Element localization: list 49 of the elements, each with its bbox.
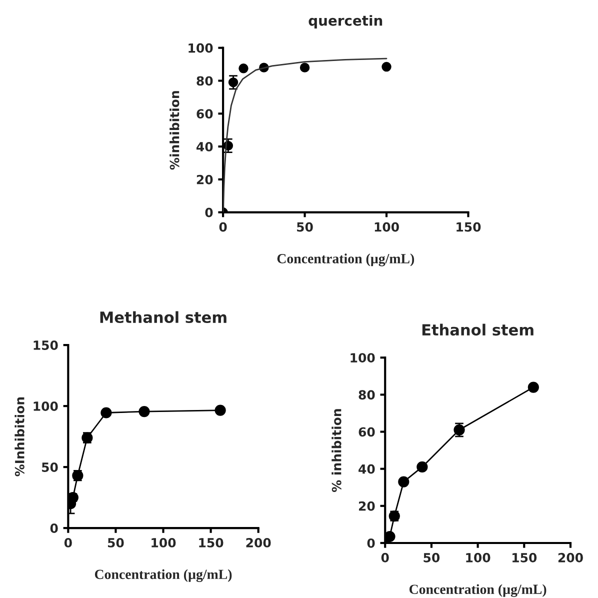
x-tick-label: 100 [152, 538, 176, 548]
y-axis-title: %Inhibition [14, 397, 24, 476]
y-tick-label: 150 [34, 340, 58, 350]
x-tick-label: 50 [297, 222, 313, 232]
point [528, 382, 539, 393]
point [398, 476, 410, 488]
point [385, 530, 396, 542]
chart-title: Methanol stem [100, 311, 226, 324]
point [138, 406, 150, 418]
y-tick-label: 20 [358, 501, 375, 511]
y-tick-label: 40 [196, 142, 213, 152]
y-tick-label: 60 [358, 427, 375, 437]
x-tick-label: 50 [108, 538, 124, 548]
chart-title: quercetin [308, 15, 382, 29]
point [228, 78, 238, 88]
x-tick-label: 150 [512, 552, 537, 562]
x-tick-label: 0 [64, 538, 72, 548]
x-tick-label: 200 [558, 552, 583, 562]
x-tick-label: 150 [456, 222, 481, 232]
y-tick-label: 100 [350, 353, 375, 363]
y-axis-title: % inhibition [332, 409, 342, 492]
y-tick-label: 80 [358, 390, 375, 400]
x-tick-label: 100 [466, 552, 490, 562]
y-tick-label: 100 [188, 43, 213, 53]
x-tick-label: 100 [374, 222, 399, 232]
line-series [223, 58, 388, 212]
x-tick-label: 0 [381, 552, 389, 562]
y-tick-label: 0 [50, 524, 58, 533]
point [300, 62, 310, 72]
y-axis-title: %inhibition [170, 91, 180, 170]
y-tick-label: 60 [196, 109, 213, 119]
y-tick-label: 100 [34, 402, 58, 411]
point [382, 62, 392, 72]
y-tick-label: 80 [196, 76, 213, 86]
x-axis-title: Concentration (µg/mL) [409, 584, 546, 597]
x-axis-title: Concentration (µg/mL) [277, 254, 414, 266]
point [416, 461, 428, 473]
point [100, 407, 112, 418]
x-tick-label: 0 [219, 222, 227, 232]
x-tick-label: 200 [246, 538, 271, 548]
y-tick-label: 40 [358, 464, 375, 474]
point [238, 64, 248, 74]
y-tick-label: 50 [42, 462, 58, 472]
chart-title: Ethanol stem [422, 324, 534, 336]
y-tick-label: 0 [205, 208, 213, 218]
y-tick-label: 20 [196, 174, 213, 184]
x-axis-title: Concentration (µg/mL) [94, 569, 232, 582]
point [214, 404, 226, 416]
x-tick-label: 50 [424, 552, 440, 562]
